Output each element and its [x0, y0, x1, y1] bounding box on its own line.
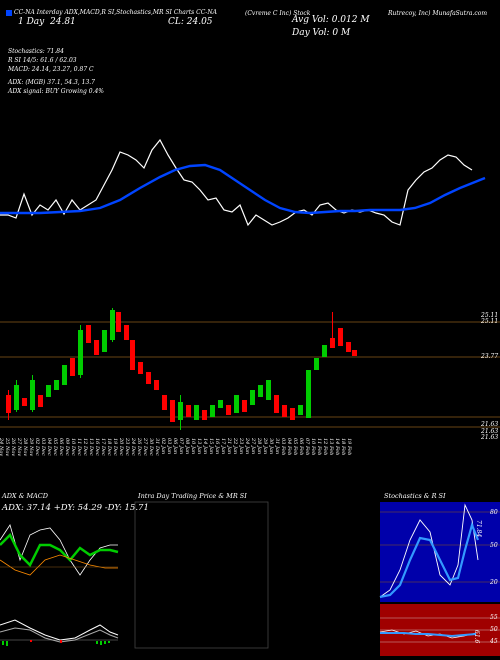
rsi-value: 61.6 [473, 630, 480, 644]
stoch-level-50: 50 [490, 542, 498, 549]
price-level-25-11-b: 25.11 [481, 318, 499, 325]
header-company: (Cvreme C Inc) Stock [245, 10, 311, 17]
price-level-25-11-a: 25.11 [481, 312, 499, 319]
macd-signal-line [0, 627, 119, 643]
day-volume: Day Vol: 0 M [292, 28, 351, 38]
adx-macd-title: ADX & MACD [2, 492, 48, 500]
header-company-full: Rutrecoy, Inc) MunafaSutra.com [388, 10, 488, 17]
mrsi-panel-box [134, 501, 269, 649]
rsi-level-45: 45 [490, 638, 498, 645]
macd-readout: MACD: 24.14, 23.27, 0.87 C [8, 66, 94, 73]
adx-macd-readout: ADX: 37.14 +DY: 54.29 -DY: 15.71 [2, 503, 149, 513]
candlesticks [6, 308, 357, 430]
price-level-21-63-c: 21.63 [481, 434, 499, 441]
adx-signal-readout: ADX signal: BUY Growing 0.4% [8, 88, 104, 95]
mrsi-title: Intra Day Trading Price & MR SI [138, 492, 247, 500]
day-label: 1 Day [18, 17, 45, 27]
date-tick-label: 19 Feb [346, 438, 352, 456]
stoch-level-80: 80 [490, 509, 498, 516]
rsi-level-55: 55 [490, 614, 498, 621]
stochastics-readout: Stochastics: 71.84 [8, 48, 64, 55]
legend-marker [6, 10, 12, 16]
macd-histogram [2, 641, 110, 646]
macd-histogram-red [30, 640, 62, 643]
rsi-readout: R SI 14/5: 61.6 / 62.03 [8, 57, 77, 64]
adx-macd-panel-bg [0, 500, 118, 660]
close-label: CL: 24.05 [168, 17, 213, 27]
adx-readout: ADX: (MGB) 37.1, 54.3, 13.7 [8, 79, 95, 86]
stoch-value: 71.84 [475, 520, 482, 538]
date-axis: 24 Nov 25 Nov 26 Nov 27 Nov 28 Nov 29 Nov 02 D… [0, 438, 480, 484]
day-value: 24.81 [50, 17, 76, 27]
rsi-line-white [379, 629, 477, 639]
price-level-23-77: 23.77 [481, 353, 499, 360]
price-level-21-63-a: 21.63 [481, 421, 499, 428]
rsi-level-50: 50 [490, 626, 498, 633]
adx-line-green [0, 532, 119, 568]
stoch-rsi-title: Stochastics & R SI [384, 492, 446, 500]
price-line-white [0, 138, 473, 227]
adx-line-white [0, 524, 118, 576]
price-level-21-63-b: 21.63 [481, 428, 499, 435]
stoch-level-20: 20 [490, 579, 498, 586]
stoch-k-line [379, 503, 479, 598]
stoch-d-line [379, 521, 480, 599]
avg-volume: Avg Vol: 0.012 M [292, 15, 370, 25]
macd-line-white [0, 619, 119, 641]
header-ticker-line: CC-NA Interday ADX,MACD,R SI,Stochastics… [14, 9, 217, 16]
moving-average-line [0, 163, 486, 215]
rsi-line-blue [380, 632, 477, 638]
